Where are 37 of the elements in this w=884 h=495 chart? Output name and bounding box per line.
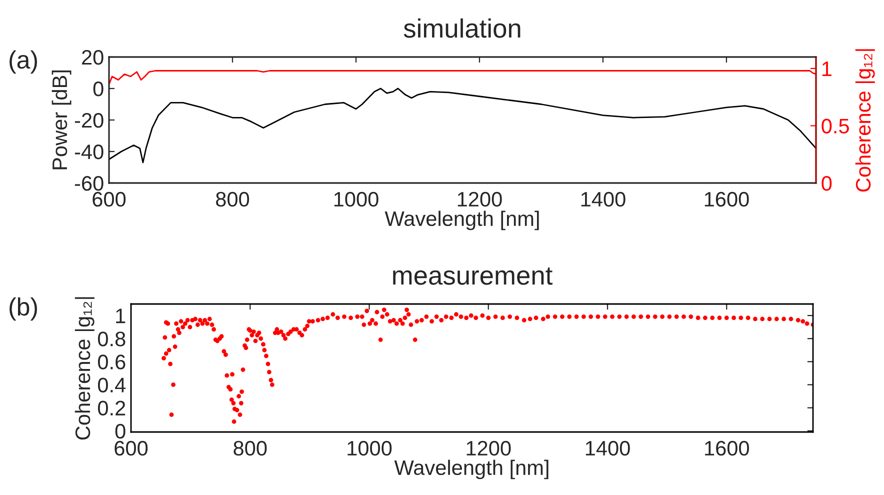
x-tick-label: 1400 bbox=[586, 440, 630, 456]
x-tick-label: 1200 bbox=[458, 192, 502, 207]
x-tick-label: 1200 bbox=[466, 440, 511, 456]
x-tick-label: 1000 bbox=[334, 192, 378, 207]
y2-tick-label: 0 bbox=[822, 176, 832, 191]
text: (a) bbox=[10, 50, 37, 74]
y2-tick-label: 0.5 bbox=[822, 118, 849, 134]
y-tick-label: -40 bbox=[74, 144, 104, 160]
y-axis-title: Coherence |g₁₂| bbox=[74, 297, 94, 440]
y-tick-label: 0.6 bbox=[98, 354, 126, 370]
x-axis-title: Wavelength [nm] bbox=[394, 460, 548, 480]
x-tick-label: 800 bbox=[234, 440, 267, 456]
y-tick-label: -20 bbox=[74, 113, 104, 128]
x-tick-label: 800 bbox=[216, 192, 250, 207]
x-tick-label: 600 bbox=[92, 192, 126, 207]
y-tick-label: 0.2 bbox=[98, 400, 126, 416]
text: (b) bbox=[10, 297, 37, 321]
y-tick-label: 0.8 bbox=[98, 332, 126, 346]
y2-tick-label: 1 bbox=[822, 62, 832, 76]
y-tick-label: 20 bbox=[82, 50, 104, 65]
y-tick-label: 1 bbox=[116, 308, 126, 324]
x-tick-label: 600 bbox=[114, 440, 148, 456]
x-axis-title: Wavelength [nm] bbox=[384, 210, 539, 230]
y-axis-title: Power [dB] bbox=[52, 70, 72, 170]
x-tick-label: 1000 bbox=[348, 440, 392, 456]
line-series bbox=[109, 88, 816, 164]
y-tick-label: 0 bbox=[115, 424, 126, 439]
chart-title: measurement bbox=[393, 267, 552, 285]
x-tick-label: 1600 bbox=[704, 192, 749, 207]
chart-title: simulation bbox=[404, 18, 520, 38]
line-series bbox=[109, 70, 816, 86]
y-tick-label: -60 bbox=[74, 176, 104, 191]
y-tick-label: 0 bbox=[93, 82, 104, 96]
y2-axis-title: Coherence |g₁₂| bbox=[855, 49, 875, 192]
y-tick-label: 0.4 bbox=[98, 378, 126, 392]
x-tick-label: 1400 bbox=[581, 192, 626, 207]
x-tick-label: 1600 bbox=[705, 440, 749, 456]
